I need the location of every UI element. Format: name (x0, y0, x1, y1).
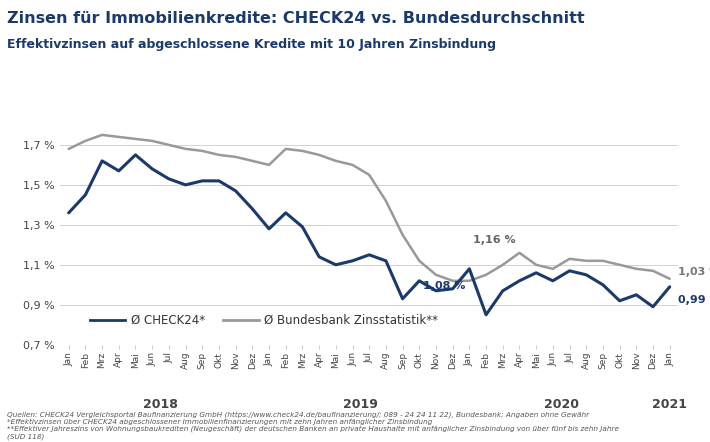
Text: 1,08 %: 1,08 % (423, 281, 466, 291)
Text: 2020: 2020 (544, 397, 579, 411)
Text: 0,99 %: 0,99 % (678, 295, 710, 305)
Text: 2021: 2021 (652, 397, 687, 411)
Text: 1,16 %: 1,16 % (473, 235, 515, 245)
Text: 2019: 2019 (344, 397, 378, 411)
Text: Effektivzinsen auf abgeschlossene Kredite mit 10 Jahren Zinsbindung: Effektivzinsen auf abgeschlossene Kredit… (7, 38, 496, 50)
Text: 1,03 %: 1,03 % (678, 267, 710, 277)
Text: Zinsen für Immobilienkredite: CHECK24 vs. Bundesdurchschnitt: Zinsen für Immobilienkredite: CHECK24 vs… (7, 11, 585, 26)
Text: Quellen: CHECK24 Vergleichsportal Baufinanzierung GmbH (https://www.check24.de/b: Quellen: CHECK24 Vergleichsportal Baufin… (7, 411, 619, 440)
Legend: Ø CHECK24*, Ø Bundesbank Zinsstatistik**: Ø CHECK24*, Ø Bundesbank Zinsstatistik** (85, 309, 443, 332)
Text: 2018: 2018 (143, 397, 178, 411)
